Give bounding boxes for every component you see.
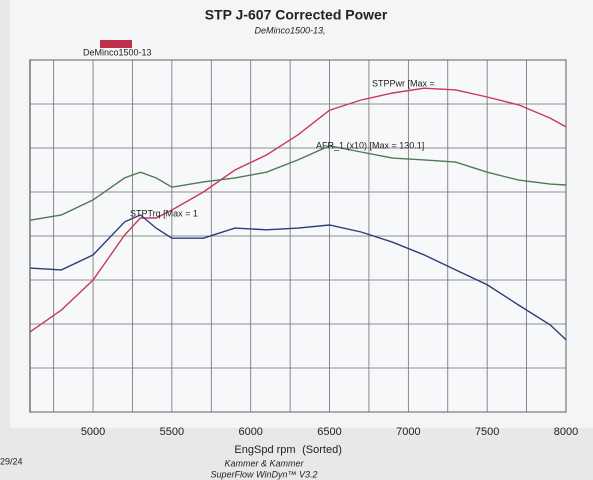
x-tick-label: 8000 <box>554 426 578 438</box>
chart-subtitle: DeMinco1500-13, <box>254 25 325 35</box>
series-label: AFR_1 (x10) [Max = 130.1] <box>316 140 424 150</box>
legend-swatch <box>100 40 132 48</box>
x-axis-note: (Sorted) <box>302 444 342 456</box>
series-label: STPTrq [Max = 1 <box>130 208 198 218</box>
series-line <box>29 145 567 221</box>
series-line <box>29 214 567 341</box>
x-tick-label: 6500 <box>317 426 341 438</box>
series-label: STPPwr [Max = <box>372 78 435 88</box>
x-tick-label: 7000 <box>396 426 420 438</box>
x-tick-label: 5500 <box>160 426 184 438</box>
date-fragment: 29/24 <box>0 456 23 466</box>
x-axis-label: EngSpd rpm <box>234 444 295 456</box>
legend-label: DeMinco1500-13 <box>83 47 152 57</box>
x-tick-label: 5000 <box>81 426 105 438</box>
footer-line: SuperFlow WinDyn™ V3.2 <box>211 469 318 479</box>
chart-title: STP J-607 Corrected Power <box>205 7 388 23</box>
series-line <box>29 87 567 333</box>
footer-line: Kammer & Kammer <box>224 458 304 468</box>
x-tick-label: 6000 <box>238 426 262 438</box>
x-tick-label: 7500 <box>475 426 499 438</box>
